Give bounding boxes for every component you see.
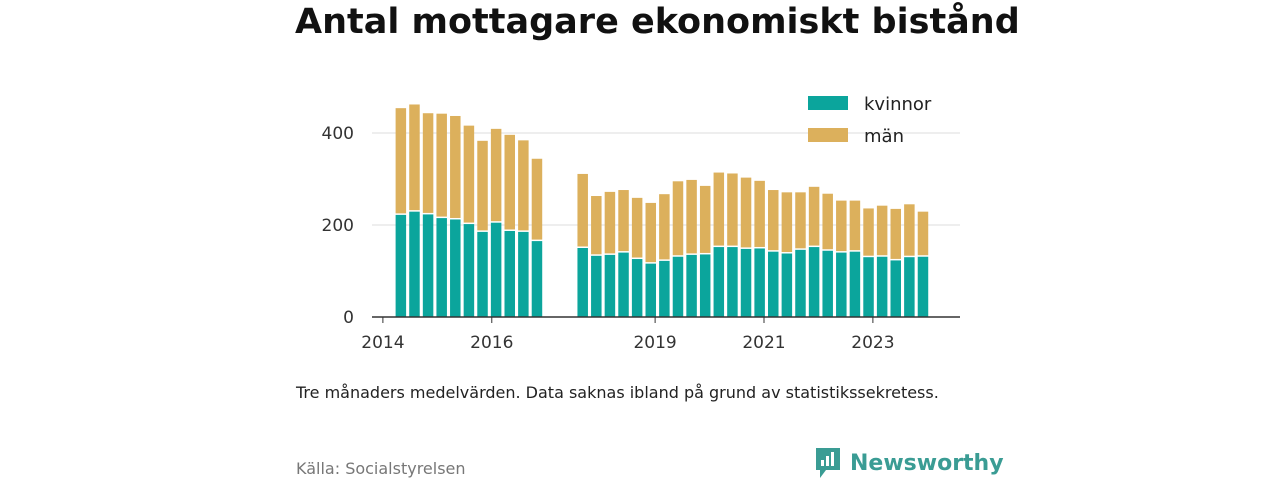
bar-kvinnor-0 — [395, 214, 407, 317]
bar-kvinnor-10 — [531, 241, 543, 317]
bar-kvinnor-20 — [699, 254, 711, 317]
bar-kvinnor-9 — [518, 231, 529, 317]
bar-kvinnor-24 — [754, 248, 765, 317]
bar-kvinnor-31 — [849, 251, 861, 317]
bar-kvinnor-5 — [463, 224, 475, 317]
bar-man-10 — [531, 158, 543, 240]
bar-man-15 — [631, 197, 643, 258]
bar-man-8 — [504, 134, 515, 230]
bar-man-36 — [917, 211, 929, 256]
brand-logo: Newsworthy — [814, 446, 1004, 480]
bar-man-19 — [686, 179, 697, 254]
bar-man-29 — [822, 193, 833, 250]
bar-kvinnor-34 — [890, 260, 902, 317]
bar-kvinnor-6 — [477, 231, 488, 317]
brand-name: Newsworthy — [850, 450, 1004, 476]
bar-kvinnor-8 — [504, 230, 515, 317]
bar-kvinnor-23 — [740, 248, 752, 317]
x-tick-label-2019: 2019 — [633, 333, 676, 353]
chart-caption: Tre månaders medelvärden. Data saknas ib… — [296, 383, 939, 402]
x-tick-label-2021: 2021 — [742, 333, 785, 353]
bar-kvinnor-2 — [422, 214, 434, 317]
bar-man-5 — [463, 125, 475, 223]
bar-kvinnor-1 — [409, 211, 420, 317]
bar-man-13 — [604, 191, 616, 254]
bar-man-14 — [618, 190, 629, 252]
bar-man-20 — [699, 185, 711, 253]
y-tick-label-200: 200 — [322, 216, 354, 236]
bar-man-25 — [768, 190, 779, 251]
bar-man-21 — [713, 172, 725, 246]
bar-kvinnor-11 — [577, 248, 588, 317]
x-tick-label-2014: 2014 — [361, 333, 404, 353]
bar-kvinnor-17 — [659, 260, 670, 317]
newsworthy-logo-icon — [816, 448, 840, 478]
bar-kvinnor-36 — [917, 256, 929, 317]
bar-man-22 — [727, 173, 738, 246]
bar-kvinnor-26 — [781, 253, 793, 317]
bar-man-1 — [409, 104, 420, 211]
bar-kvinnor-16 — [645, 263, 657, 317]
legend-swatch-1 — [808, 128, 848, 142]
bar-man-28 — [808, 186, 820, 246]
bar-man-2 — [422, 113, 434, 213]
bar-man-12 — [591, 196, 602, 255]
x-tick-label-2023: 2023 — [851, 333, 894, 353]
chart-title: Antal mottagare ekonomiskt bistånd — [295, 2, 1020, 42]
bar-man-18 — [672, 181, 684, 256]
bar-man-33 — [876, 205, 888, 256]
bar-kvinnor-7 — [490, 222, 502, 317]
bar-kvinnor-4 — [450, 219, 461, 317]
bar-kvinnor-29 — [822, 250, 833, 317]
legend-label-1: män — [864, 126, 904, 147]
bar-man-34 — [890, 208, 902, 259]
bar-man-26 — [781, 192, 793, 253]
bar-kvinnor-30 — [836, 252, 847, 317]
bar-kvinnor-32 — [863, 257, 874, 317]
bar-man-4 — [450, 115, 461, 218]
bar-man-27 — [795, 192, 806, 249]
bar-man-6 — [477, 140, 488, 231]
source-note: Källa: Socialstyrelsen — [296, 459, 466, 478]
bar-man-24 — [754, 180, 765, 247]
bar-kvinnor-21 — [713, 247, 725, 317]
bar-man-35 — [904, 204, 915, 256]
bar-man-31 — [849, 200, 861, 251]
x-tick-label-2016: 2016 — [470, 333, 513, 353]
bar-kvinnor-15 — [631, 259, 643, 317]
bar-kvinnor-22 — [727, 247, 738, 317]
bar-kvinnor-27 — [795, 249, 806, 317]
bar-man-17 — [659, 194, 670, 260]
bar-kvinnor-3 — [436, 218, 447, 317]
bar-man-23 — [740, 177, 752, 248]
y-tick-label-0: 0 — [343, 308, 354, 328]
bar-kvinnor-25 — [768, 251, 779, 317]
bar-man-9 — [518, 140, 529, 231]
legend-swatch-0 — [808, 96, 848, 110]
bar-kvinnor-14 — [618, 252, 629, 317]
bar-kvinnor-33 — [876, 256, 888, 317]
legend-label-0: kvinnor — [864, 94, 932, 115]
axes: 0 200 400 2014 2016 2019 2021 2023 — [322, 124, 960, 353]
bar-man-32 — [863, 208, 874, 256]
bar-man-30 — [836, 200, 847, 252]
bar-man-7 — [490, 128, 502, 222]
y-tick-label-400: 400 — [322, 124, 354, 144]
bar-kvinnor-13 — [604, 254, 616, 317]
bar-kvinnor-19 — [686, 254, 697, 317]
bar-man-0 — [395, 108, 407, 214]
bar-kvinnor-18 — [672, 256, 684, 317]
bar-kvinnor-35 — [904, 257, 915, 317]
bar-kvinnor-12 — [591, 255, 602, 317]
bars — [395, 104, 929, 317]
bar-kvinnor-28 — [808, 247, 820, 317]
legend: kvinnor män — [808, 94, 932, 147]
bar-man-11 — [577, 173, 588, 247]
bar-man-3 — [436, 113, 447, 217]
bar-man-16 — [645, 202, 657, 263]
